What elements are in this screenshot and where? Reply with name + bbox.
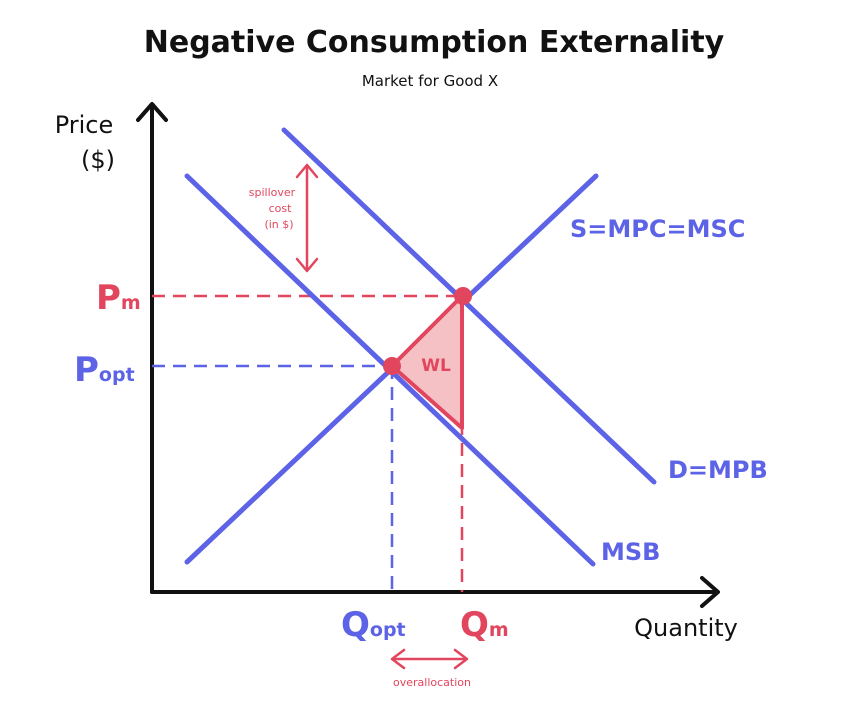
y-axis-label: Price — [55, 111, 114, 139]
welfare-loss-triangle — [390, 294, 464, 430]
x-axis-label: Quantity — [634, 614, 738, 642]
qm-label: Qm — [460, 605, 509, 645]
popt-label-main: P — [74, 350, 99, 390]
overallocation-arrow — [390, 648, 469, 670]
qopt-label-sub: opt — [370, 619, 406, 641]
pm-label: Pm — [96, 278, 141, 318]
axes — [136, 102, 720, 608]
qopt-label-main: Q — [341, 605, 370, 645]
market-equilibrium-point — [454, 287, 472, 305]
spillover-cost-label-line3: (in $) — [264, 218, 293, 231]
y-axis-unit-label: ($) — [81, 146, 115, 174]
msb-curve-label: MSB — [601, 538, 660, 566]
x-axis-arrowhead — [700, 576, 720, 608]
diagram-title: Negative Consumption Externality — [144, 25, 725, 60]
spillover-cost-arrow — [295, 163, 319, 273]
pm-label-sub: m — [121, 292, 141, 314]
qm-label-main: Q — [460, 605, 489, 645]
welfare-loss-label: WL — [421, 356, 451, 376]
pm-label-main: P — [96, 278, 121, 318]
spillover-cost-label-line1: spillover — [249, 186, 296, 199]
demand-curve-label: D=MPB — [668, 456, 768, 484]
qm-label-sub: m — [489, 619, 509, 641]
optimal-equilibrium-point — [383, 357, 401, 375]
spillover-cost-label-line2: cost — [269, 202, 293, 215]
overallocation-label: overallocation — [393, 676, 471, 689]
diagram-subtitle: Market for Good X — [362, 72, 498, 90]
qopt-label: Qopt — [341, 605, 406, 645]
supply-curve-label: S=MPC=MSC — [570, 215, 745, 243]
popt-label: Popt — [74, 350, 135, 390]
demand-curve — [281, 127, 657, 485]
popt-label-sub: opt — [99, 364, 135, 386]
y-axis-arrowhead — [136, 102, 168, 122]
